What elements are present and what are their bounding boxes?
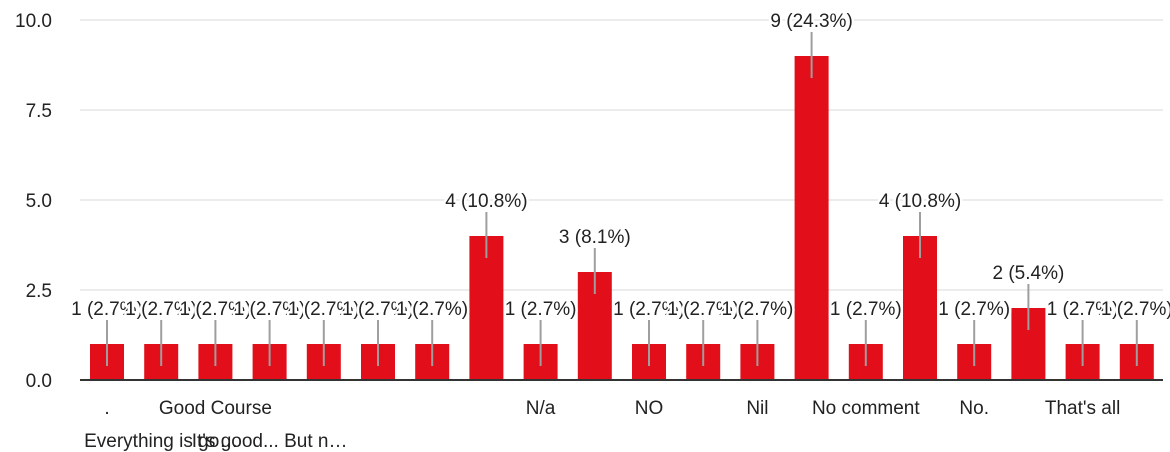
data-label-halo-10: 1 (2.7%)	[613, 299, 685, 320]
x-axis-labels: . Everything is go… Good Course It's good..…	[84, 398, 1120, 452]
data-label-2: 1 (2.7%)	[179, 299, 251, 320]
data-label-halo-11: 1 (2.7%)	[667, 299, 739, 320]
data-label-5: 1 (2.7%)	[342, 299, 414, 320]
y-tick-label-3: 7.5	[26, 101, 52, 122]
bars	[90, 56, 1154, 380]
x-category-label-12: Nil	[746, 398, 768, 419]
y-tick-label-4: 10.0	[15, 11, 52, 32]
y-tick-label-2: 5.0	[26, 191, 52, 212]
data-label-halo-2: 1 (2.7%)	[179, 299, 251, 320]
data-label-18: 1 (2.7%)	[1047, 299, 1119, 320]
data-label-halo-19: 1 (2.7%)	[1101, 299, 1170, 320]
x-category-label-18: That's all	[1045, 398, 1120, 419]
data-label-16: 1 (2.7%)	[938, 299, 1010, 320]
data-label-6: 1 (2.7%)	[396, 299, 468, 320]
bar-7	[469, 236, 504, 380]
data-label-11: 1 (2.7%)	[667, 299, 739, 320]
x-category-label-0: .	[104, 398, 109, 419]
data-label-halo-13: 9 (24.3%)	[770, 11, 852, 32]
data-label-4: 1 (2.7%)	[288, 299, 360, 320]
data-label-halo-7: 4 (10.8%)	[445, 191, 527, 212]
x-category-label-10: NO	[635, 398, 664, 419]
data-label-halo-6: 1 (2.7%)	[396, 299, 468, 320]
data-label-halo-5: 1 (2.7%)	[342, 299, 414, 320]
data-label-halo-3: 1 (2.7%)	[234, 299, 306, 320]
bar-13	[794, 56, 829, 380]
data-label-10: 1 (2.7%)	[613, 299, 685, 320]
x-category-label-8: N/a	[526, 398, 556, 419]
data-label-8: 1 (2.7%)	[505, 299, 577, 320]
data-label-1: 1 (2.7%)	[125, 299, 197, 320]
data-label-halo-15: 4 (10.8%)	[879, 191, 961, 212]
data-label-3: 1 (2.7%)	[234, 299, 306, 320]
x-category-label-2: Good Course	[159, 398, 272, 419]
data-label-15: 4 (10.8%)	[879, 191, 961, 212]
data-label-9: 3 (8.1%)	[559, 227, 631, 248]
data-label-halo-12: 1 (2.7%)	[721, 299, 793, 320]
data-label-halo-1: 1 (2.7%)	[125, 299, 197, 320]
data-label-14: 1 (2.7%)	[830, 299, 902, 320]
data-label-13: 9 (24.3%)	[770, 11, 852, 32]
data-label-12: 1 (2.7%)	[721, 299, 793, 320]
y-axis: 0.0 2.5 5.0 7.5 10.0	[15, 11, 52, 392]
data-label-0: 1 (2.7%)	[71, 299, 143, 320]
data-labels: 1 (2.7%)1 (2.7%)1 (2.7%)1 (2.7%)1 (2.7%)…	[69, 9, 1170, 366]
data-label-halo-8: 1 (2.7%)	[505, 299, 577, 320]
x-category-label-3: It's good... But n…	[192, 431, 348, 452]
data-label-halo-14: 1 (2.7%)	[830, 299, 902, 320]
y-tick-label-1: 2.5	[26, 281, 52, 302]
gridlines	[80, 19, 1163, 291]
x-category-label-14: No comment	[812, 398, 920, 419]
x-category-label-16: No.	[959, 398, 989, 419]
data-label-halo-9: 3 (8.1%)	[559, 227, 631, 248]
data-label-halo-0: 1 (2.7%)	[71, 299, 143, 320]
bar-15	[903, 236, 937, 380]
data-label-halo-4: 1 (2.7%)	[288, 299, 360, 320]
y-tick-label-0: 0.0	[26, 371, 52, 392]
x-category-label-1: Everything is go…	[84, 431, 238, 452]
data-label-halo-18: 1 (2.7%)	[1047, 299, 1119, 320]
data-label-19: 1 (2.7%)	[1101, 299, 1170, 320]
data-label-halo-16: 1 (2.7%)	[938, 299, 1010, 320]
data-label-7: 4 (10.8%)	[445, 191, 527, 212]
data-label-17: 2 (5.4%)	[992, 263, 1064, 284]
data-label-halo-17: 2 (5.4%)	[992, 263, 1064, 284]
